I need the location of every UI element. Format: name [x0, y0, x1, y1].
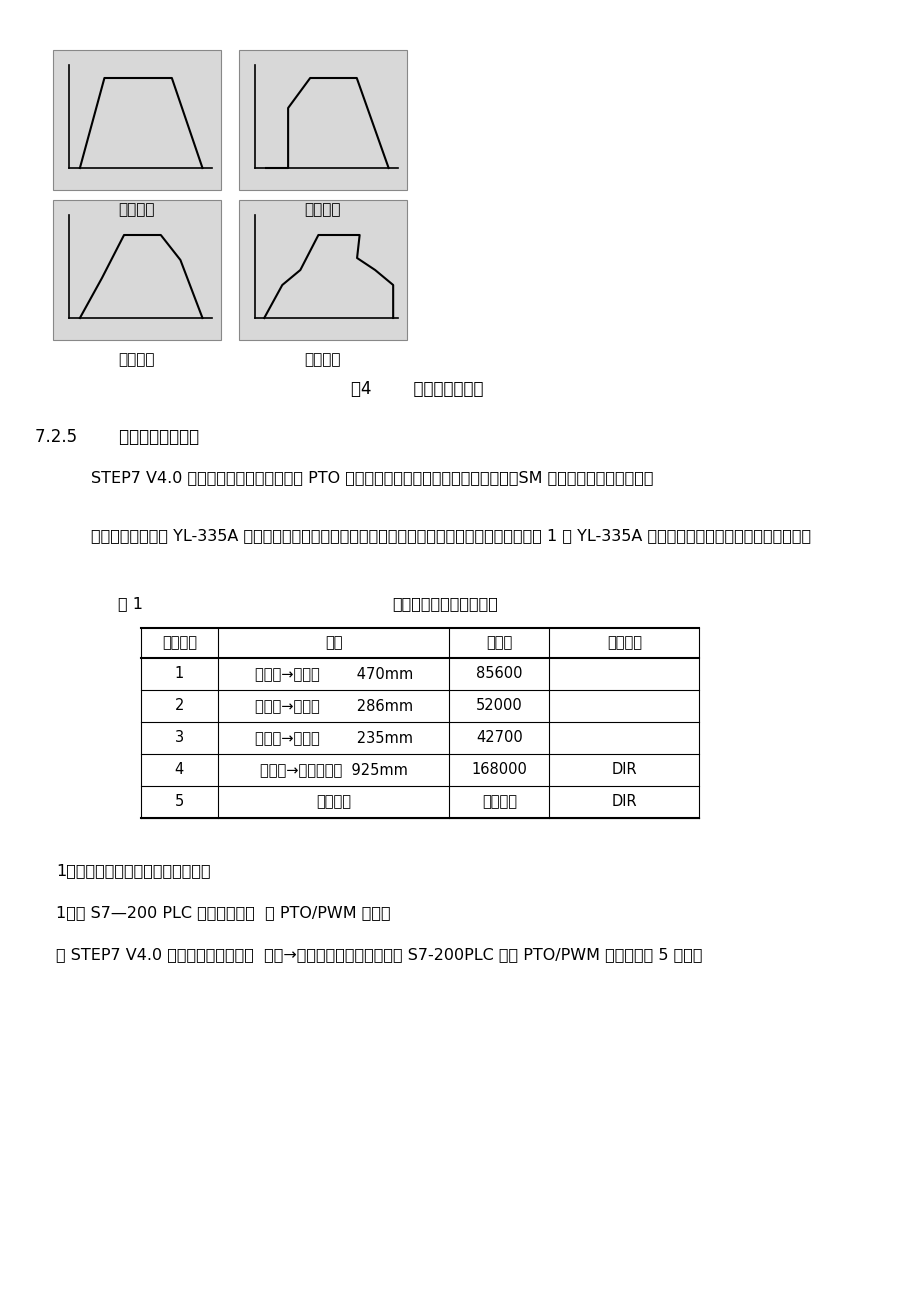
Text: STEP7 V4.0 软件的位控向导能自动处理 PTO 脉冲的单段管线和多段管线、脉宽调制、SM 位置配置和创建包络表。: STEP7 V4.0 软件的位控向导能自动处理 PTO 脉冲的单段管线和多段管线… — [91, 470, 652, 486]
Text: 移动方向: 移动方向 — [607, 635, 641, 651]
Text: 单速返回: 单速返回 — [482, 794, 516, 810]
Text: 两步包络: 两步包络 — [304, 202, 341, 217]
Text: 四步包络: 四步包络 — [304, 352, 341, 367]
Text: 图4        包络的步数示意: 图4 包络的步数示意 — [351, 380, 483, 398]
Text: 5: 5 — [175, 794, 184, 810]
FancyBboxPatch shape — [52, 201, 221, 340]
Text: 低速回零: 低速回零 — [316, 794, 351, 810]
FancyBboxPatch shape — [239, 201, 406, 340]
Text: 供料站→加工站        470mm: 供料站→加工站 470mm — [255, 667, 413, 681]
Text: 本节将给出一个在 YL-335A 上实现的简单工作任务例子，阐述使用位控向导编程的方法和步骤。表 1 是 YL-335A 上实现步进电机运行所需的运动包络。: 本节将给出一个在 YL-335A 上实现的简单工作任务例子，阐述使用位控向导编程… — [91, 529, 810, 543]
Text: 在 STEP7 V4.0 软件命令菜单中选择  工具→位置控制向导并选择配置 S7-200PLC 内置 PTO/PWM 操作，如图 5 所示。: 在 STEP7 V4.0 软件命令菜单中选择 工具→位置控制向导并选择配置 S7… — [56, 947, 702, 962]
Text: 3: 3 — [175, 730, 184, 746]
Text: 1、使用位控向导编程的步骤如下：: 1、使用位控向导编程的步骤如下： — [56, 863, 210, 878]
Text: 4: 4 — [175, 763, 184, 777]
Text: 运动包络: 运动包络 — [162, 635, 197, 651]
Text: 站点: 站点 — [324, 635, 342, 651]
Text: DIR: DIR — [611, 794, 636, 810]
Text: 1: 1 — [175, 667, 184, 681]
Text: 分拣站→高速回零前  925mm: 分拣站→高速回零前 925mm — [259, 763, 407, 777]
FancyBboxPatch shape — [239, 49, 406, 190]
Text: 52000: 52000 — [475, 698, 522, 713]
Text: 7.2.5        使用位控向导编程: 7.2.5 使用位控向导编程 — [35, 428, 199, 447]
Text: 1）为 S7—200 PLC 选择选项组态  置 PTO/PWM 操作。: 1）为 S7—200 PLC 选择选项组态 置 PTO/PWM 操作。 — [56, 905, 391, 921]
Text: 一步包络: 一步包络 — [119, 202, 154, 217]
Text: 168000: 168000 — [471, 763, 527, 777]
Text: 2: 2 — [175, 698, 184, 713]
Text: 三步包络: 三步包络 — [119, 352, 154, 367]
Text: 42700: 42700 — [475, 730, 522, 746]
FancyBboxPatch shape — [52, 49, 221, 190]
Text: 表 1: 表 1 — [118, 596, 142, 611]
Text: DIR: DIR — [611, 763, 636, 777]
Text: 脉冲量: 脉冲量 — [486, 635, 512, 651]
Text: 加工站→装配站        286mm: 加工站→装配站 286mm — [255, 698, 413, 713]
Text: 装配站→分解站        235mm: 装配站→分解站 235mm — [255, 730, 413, 746]
Text: 步进电机运行的运动包络: 步进电机运行的运动包络 — [391, 596, 497, 611]
Text: 85600: 85600 — [476, 667, 522, 681]
